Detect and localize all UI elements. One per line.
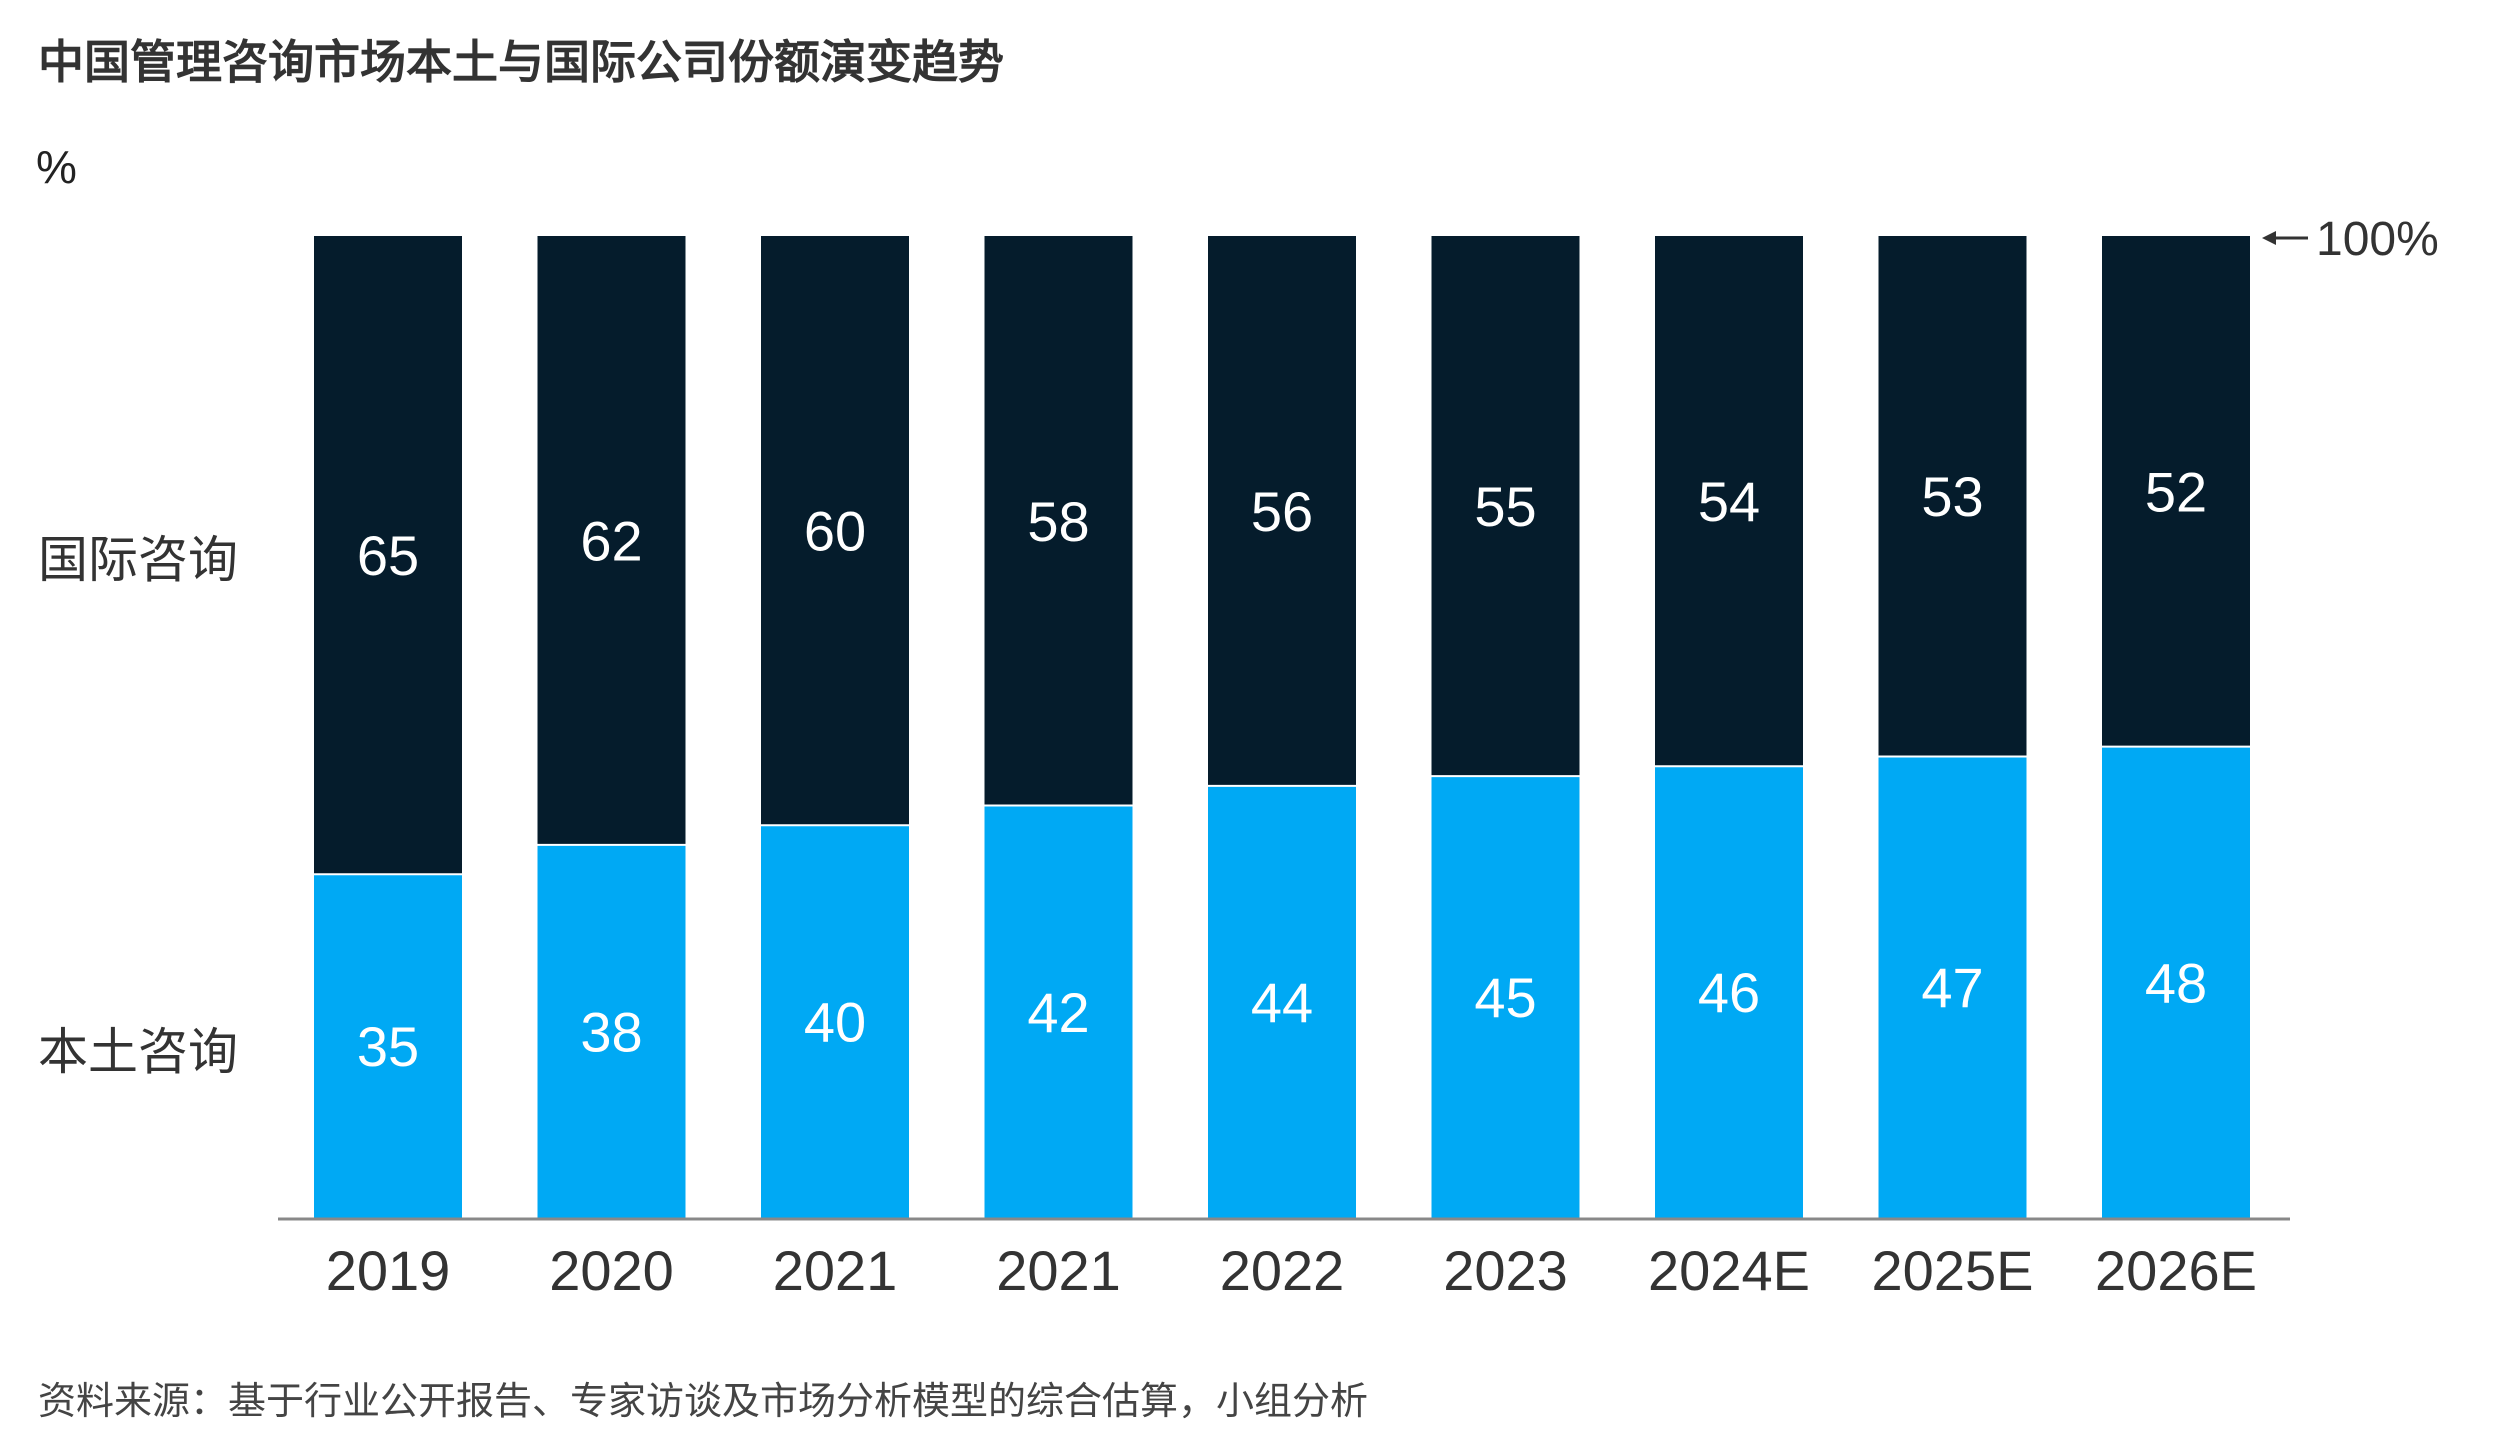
bar-domestic-4: [1208, 785, 1356, 1218]
x-tick-label: 2025E: [1872, 1239, 2034, 1302]
bar-international-3: [984, 236, 1133, 806]
bar-international-4: [1208, 236, 1356, 786]
bar-value-label: 35: [357, 1015, 419, 1078]
bar-value-label: 38: [580, 1000, 642, 1063]
bar-value-label: 54: [1698, 470, 1760, 533]
x-tick-label: 2024E: [1648, 1239, 1810, 1302]
bar-value-label: 44: [1251, 971, 1313, 1034]
x-tick-label: 2021: [996, 1239, 1121, 1302]
series-label-domestic: 本土咨询: [38, 1023, 238, 1081]
max-annotation-label: 100%: [2316, 213, 2439, 266]
bar-value-label: 55: [1474, 475, 1536, 538]
x-tick-label: 2020: [549, 1239, 674, 1302]
x-tick-label: 2021: [773, 1239, 898, 1302]
bar-value-label: 52: [2145, 460, 2207, 523]
bar-domestic-8: [2102, 746, 2250, 1218]
bar-value-label: 40: [804, 991, 866, 1054]
max-arrow-head: [2262, 231, 2276, 245]
bar-international-0: [314, 236, 462, 875]
x-tick-label: 2023: [1443, 1239, 1568, 1302]
bar-value-label: 47: [1921, 956, 1983, 1019]
chart-title: 中国管理咨询市场本土与国际公司份额演变趋势: [38, 35, 1004, 89]
x-tick-label: 2026E: [2095, 1239, 2257, 1302]
series-label-international: 国际咨询: [38, 531, 238, 589]
bar-value-label: 62: [580, 509, 642, 572]
bar-domestic-0: [314, 874, 462, 1218]
bar-international-5: [1431, 236, 1580, 777]
x-tick-label: 2019: [326, 1239, 451, 1302]
bar-value-label: 53: [1921, 465, 1983, 528]
bar-domestic-5: [1431, 776, 1580, 1218]
bar-international-1: [537, 236, 686, 845]
source-footnote: 资料来源：基于行业公开报告、专家访谈及市场分析模型的综合估算，小组分析: [38, 1379, 1369, 1423]
bar-value-label: 60: [804, 500, 866, 563]
bar-value-label: 48: [2145, 951, 2207, 1014]
bar-international-2: [761, 236, 909, 826]
bar-domestic-6: [1655, 766, 1803, 1218]
bar-value-label: 46: [1698, 961, 1760, 1024]
x-tick-label: 2022: [1220, 1239, 1345, 1302]
bar-value-label: 45: [1474, 966, 1536, 1029]
bar-value-label: 42: [1027, 981, 1089, 1044]
bar-value-label: 65: [357, 524, 419, 587]
unit-label: %: [36, 141, 77, 193]
bar-domestic-3: [984, 805, 1133, 1218]
bar-domestic-7: [1878, 756, 2027, 1218]
bar-domestic-2: [761, 825, 909, 1218]
bar-domestic-1: [537, 844, 686, 1218]
bar-value-label: 58: [1027, 490, 1089, 553]
bar-international-7: [1878, 236, 2027, 757]
bar-international-8: [2102, 236, 2250, 747]
bar-international-6: [1655, 236, 1803, 767]
bar-value-label: 56: [1251, 480, 1313, 543]
